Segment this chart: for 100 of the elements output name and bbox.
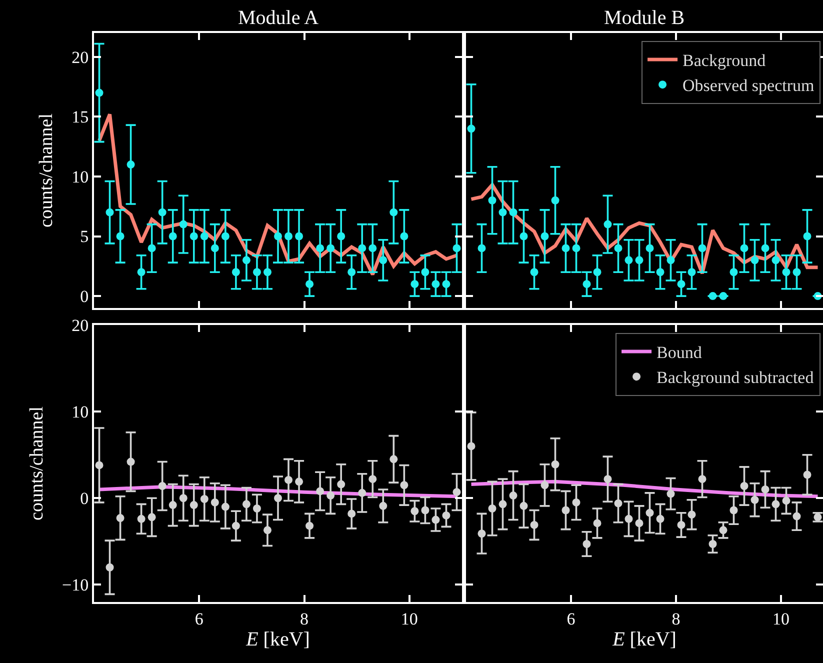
point: [698, 244, 706, 252]
point: [582, 280, 591, 288]
point: [730, 268, 738, 276]
point: [326, 492, 335, 500]
y-tick-label: 0: [80, 286, 89, 306]
point: [200, 232, 208, 240]
point: [432, 516, 440, 524]
point: [467, 442, 476, 450]
x-axis-title: E [keV]: [245, 628, 310, 650]
point: [326, 244, 335, 252]
point: [488, 196, 496, 204]
point: [530, 520, 538, 529]
point: [677, 520, 686, 529]
point: [432, 280, 440, 288]
point: [348, 510, 356, 518]
point: [95, 88, 104, 97]
point: [498, 208, 507, 216]
point: [148, 244, 156, 252]
point: [106, 208, 114, 216]
point: [126, 160, 135, 169]
y-tick-label: 0: [80, 489, 89, 508]
point: [708, 540, 717, 548]
point: [792, 512, 801, 520]
y-tick-label: 5: [80, 227, 89, 246]
point: [478, 530, 486, 538]
point: [232, 522, 240, 530]
point: [368, 475, 377, 484]
point: [772, 500, 780, 508]
point: [400, 232, 408, 240]
point: [698, 475, 706, 484]
point: [551, 196, 560, 204]
point: [562, 506, 570, 514]
point: [210, 498, 219, 506]
point: [106, 563, 114, 572]
point: [284, 476, 293, 484]
point: [803, 232, 812, 240]
point: [242, 500, 250, 508]
point: [137, 514, 146, 523]
point: [390, 455, 398, 464]
point: [792, 268, 801, 276]
point: [540, 232, 549, 240]
point: [478, 244, 486, 252]
point: [803, 470, 812, 479]
chart-title: Module A: [238, 7, 320, 29]
point: [137, 268, 146, 276]
legend-label: Background subtracted: [656, 368, 814, 388]
point: [442, 280, 450, 288]
point: [316, 244, 324, 252]
point: [498, 500, 507, 508]
point: [158, 208, 166, 216]
y-axis-title: counts/channel: [26, 406, 48, 520]
point: [614, 499, 622, 508]
point: [761, 485, 770, 494]
x-tick-label: 8: [672, 609, 680, 628]
point: [410, 280, 419, 288]
point: [520, 232, 528, 240]
point: [572, 244, 580, 252]
point: [688, 510, 696, 519]
legend-label: Observed spectrum: [682, 76, 814, 96]
point: [666, 256, 675, 264]
point: [263, 268, 272, 276]
point: [368, 244, 377, 252]
point: [551, 460, 560, 468]
point: [520, 502, 528, 510]
x-tick-label: 6: [194, 609, 204, 628]
y-axis-title: counts/channel: [36, 114, 57, 228]
point: [467, 124, 476, 133]
point: [656, 514, 664, 523]
x-axis-title: E [keV]: [612, 628, 676, 650]
point: [421, 268, 430, 276]
point: [379, 502, 388, 510]
y-tick-label: 20: [72, 48, 89, 67]
point: [221, 232, 230, 240]
x-tick-label: 10: [400, 609, 418, 628]
y-tick-label: 10: [72, 402, 89, 422]
point: [179, 494, 188, 502]
point: [190, 232, 198, 240]
point: [358, 488, 366, 497]
point: [421, 506, 430, 514]
point: [750, 496, 759, 504]
point: [116, 514, 124, 522]
point: [593, 519, 602, 528]
point: [168, 232, 177, 240]
point: [263, 526, 272, 534]
point: [582, 540, 591, 548]
legend-label: Bound: [656, 343, 702, 362]
point: [593, 268, 602, 276]
x-tick-label: 10: [772, 609, 790, 628]
chart-title: Module B: [604, 7, 685, 29]
point: [750, 256, 759, 264]
point: [252, 268, 261, 276]
point: [635, 519, 644, 528]
point: [677, 280, 686, 288]
point: [232, 268, 240, 276]
point: [614, 244, 622, 252]
y-tick-label: −10: [62, 576, 89, 595]
point: [452, 488, 461, 496]
y-tick-label: 10: [72, 167, 89, 186]
point: [761, 244, 770, 252]
point: [158, 482, 166, 490]
